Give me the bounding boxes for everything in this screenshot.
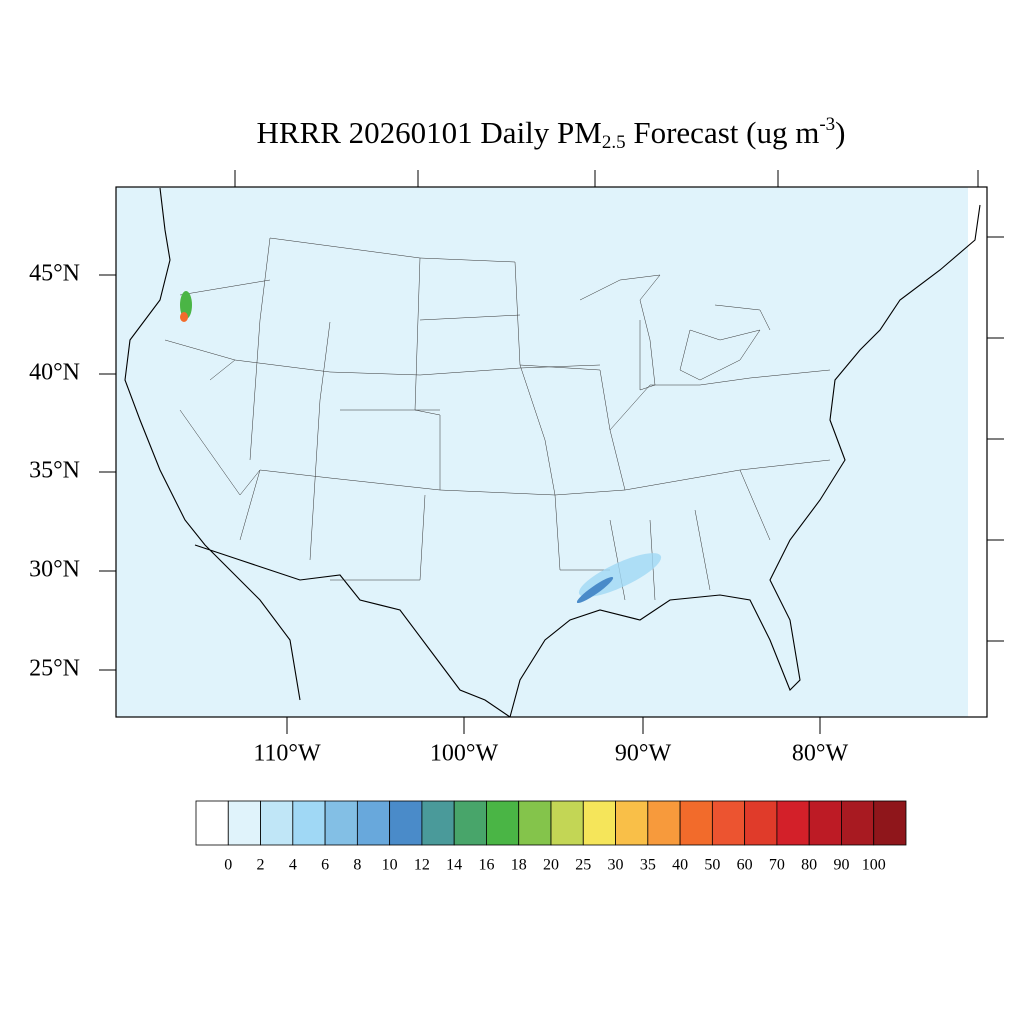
colorbar-label: 35 <box>640 857 656 874</box>
smoke-plume <box>180 291 192 319</box>
coastline <box>124 187 981 718</box>
colorbar-box <box>260 800 294 846</box>
outside-domain <box>968 187 987 717</box>
lat-label: 45°N <box>29 261 80 287</box>
lon-label: 90°W <box>615 741 672 767</box>
colorbar-box <box>389 800 423 846</box>
colorbar-box <box>550 800 584 846</box>
colorbar-box <box>421 800 455 846</box>
colorbar-box <box>711 800 746 846</box>
colorbar-box <box>356 800 391 846</box>
colorbar-box <box>679 800 713 846</box>
title-sup: -3 <box>819 114 835 135</box>
colorbar-box <box>873 800 907 846</box>
colorbar-label: 50 <box>704 857 720 874</box>
colorbar-box <box>808 800 842 846</box>
colorbar-label: 90 <box>833 857 849 874</box>
colorbar-box <box>195 800 229 846</box>
pm-band <box>576 576 614 604</box>
colorbar-label: 6 <box>321 857 329 874</box>
colorbar-box <box>647 800 681 846</box>
colorbar-box <box>615 800 649 846</box>
colorbar-box <box>776 800 810 846</box>
colorbar-label: 12 <box>414 857 430 874</box>
colorbar-label: 70 <box>769 857 785 874</box>
colorbar-label: 4 <box>289 857 297 874</box>
state-borders <box>164 237 831 601</box>
lon-label: 100°W <box>430 741 499 767</box>
colorbar-label: 8 <box>353 857 361 874</box>
colorbar-box <box>227 800 261 846</box>
colorbar-label: 80 <box>801 857 817 874</box>
colorbar-label: 100 <box>862 857 886 874</box>
lat-label: 30°N <box>29 557 80 583</box>
colorbar-box <box>486 800 520 846</box>
map-background <box>116 187 987 717</box>
great-lakes <box>579 274 771 391</box>
colorbar-label: 2 <box>257 857 265 874</box>
colorbar-label: 0 <box>224 857 232 874</box>
colorbar-label: 30 <box>608 857 624 874</box>
colorbar-label: 20 <box>543 857 559 874</box>
lat-label: 35°N <box>29 458 80 484</box>
lon-label: 80°W <box>792 741 849 767</box>
colorbar-label: 40 <box>672 857 688 874</box>
title-end: ) <box>835 115 845 150</box>
colorbar-box <box>453 800 487 846</box>
colorbar-label: 25 <box>575 857 591 874</box>
title-sub: 2.5 <box>602 132 626 153</box>
colorbar-label: 10 <box>382 857 398 874</box>
colorbar-label: 18 <box>511 857 527 874</box>
smoke-core <box>180 312 188 322</box>
lat-label: 25°N <box>29 656 80 682</box>
colorbar-label: 16 <box>478 857 494 874</box>
colorbar-label: 14 <box>446 857 462 874</box>
lat-label: 40°N <box>29 360 80 386</box>
map-panel <box>115 186 988 718</box>
colorbar-label: 60 <box>737 857 753 874</box>
colorbar-box <box>324 800 358 846</box>
colorbar-box <box>582 800 616 846</box>
colorbar-box <box>518 800 552 846</box>
colorbar-box <box>841 800 875 846</box>
map-frame <box>115 186 988 718</box>
colorbar-box <box>744 800 778 846</box>
map-title: HRRR 20260101 Daily PM2.5 Forecast (ug m… <box>257 114 846 153</box>
colorbar-box <box>292 800 326 846</box>
lon-label: 110°W <box>253 741 321 767</box>
title-rest: Forecast (ug m <box>626 115 820 150</box>
title-main: HRRR 20260101 Daily PM <box>257 115 602 150</box>
